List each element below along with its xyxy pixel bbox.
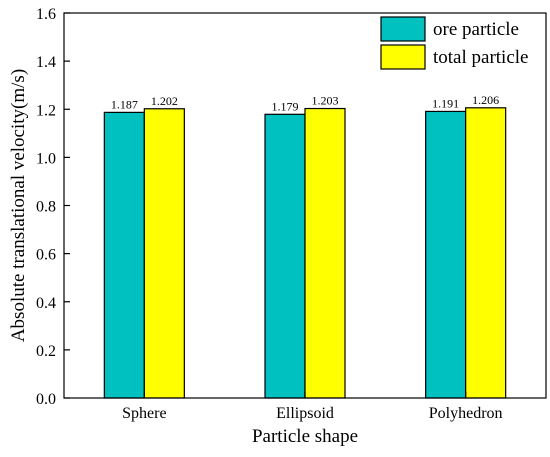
x-tick-label: Polyhedron (429, 405, 503, 422)
y-tick-label: 0.2 (36, 343, 56, 360)
bar-value-label: 1.191 (432, 96, 459, 110)
x-tick-label: Sphere (122, 405, 166, 422)
y-axis-title: Absolute translational velocity(m/s) (8, 69, 29, 342)
bar-ore-particle-ellipsoid (264, 113, 306, 399)
y-axis-ticks: 0.0 0.2 0.4 0.6 0.8 1.0 1.2 1.4 1.6 (36, 6, 70, 408)
bar-value-label: 1.202 (151, 94, 178, 108)
y-tick-label: 0.8 (36, 199, 56, 216)
legend-swatch-total-particle (380, 44, 426, 70)
x-tick-label: Ellipsoid (276, 405, 334, 422)
x-axis-ticks: Sphere Ellipsoid Polyhedron (122, 392, 503, 422)
bar-total-particle-sphere (143, 108, 185, 399)
value-labels-layer: 1.187 1.202 1.179 1.203 1.191 1.206 (111, 93, 499, 113)
legend-label: total particle (433, 47, 528, 68)
bar-value-label: 1.206 (472, 93, 499, 107)
y-tick-label: 0.4 (36, 295, 56, 312)
y-tick-label: 1.2 (36, 102, 56, 119)
bar-value-label: 1.179 (272, 99, 299, 113)
y-tick-label: 1.4 (36, 54, 56, 71)
bar-total-particle-polyhedron (465, 107, 507, 399)
bar-value-label: 1.203 (312, 94, 339, 108)
legend: ore particle total particle (380, 16, 528, 70)
bar-total-particle-ellipsoid (304, 107, 346, 399)
bars-layer (103, 107, 507, 399)
legend-swatch-ore-particle (380, 16, 426, 42)
bar-value-label: 1.187 (111, 97, 138, 111)
x-axis-title: Particle shape (252, 426, 358, 447)
bar-ore-particle-sphere (103, 111, 145, 399)
legend-label: ore particle (433, 19, 519, 40)
y-tick-label: 1.6 (36, 6, 56, 23)
y-tick-label: 1.0 (36, 150, 56, 167)
y-tick-label: 0.0 (36, 391, 56, 408)
bar-ore-particle-polyhedron (425, 110, 467, 399)
y-tick-label: 0.6 (36, 247, 56, 264)
